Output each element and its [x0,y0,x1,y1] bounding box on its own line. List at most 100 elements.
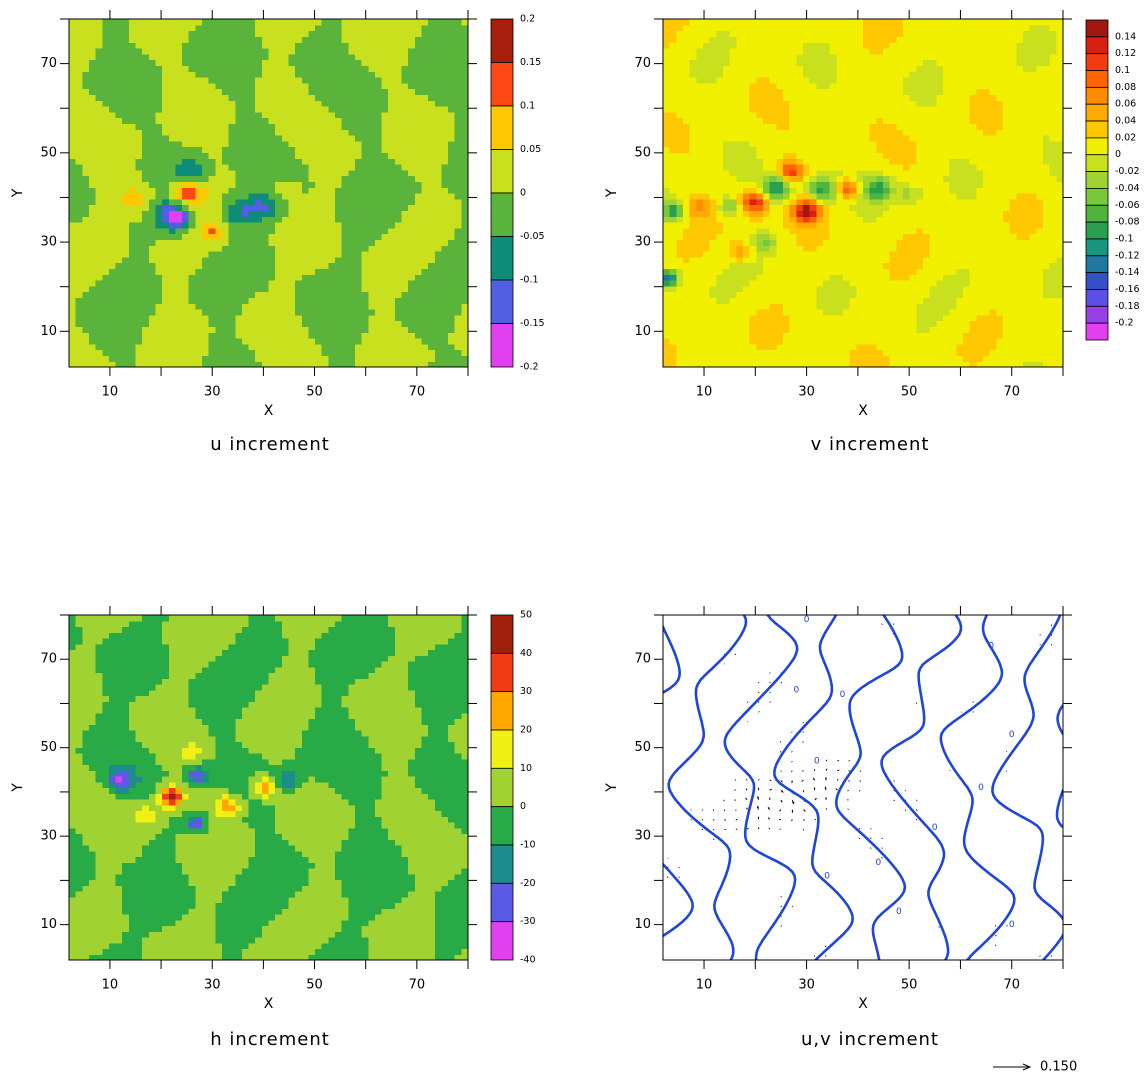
field-cell [162,245,170,252]
field-cell [142,320,150,327]
field-cell [148,268,157,275]
field-cell [308,77,316,84]
field-cell [308,88,316,95]
field-cell [689,262,697,269]
field-cell [729,71,737,78]
field-cell [221,123,230,130]
field-cell [803,280,811,287]
field-cell [75,274,83,281]
field-cell [703,193,711,200]
field-cell [736,36,744,43]
field-cell [749,42,757,49]
field-cell [228,280,236,287]
field-cell [341,285,349,293]
field-cell [689,280,697,287]
field-cell [796,338,804,345]
field-cell [763,48,771,55]
field-cell [275,262,283,269]
field-cell [368,24,376,32]
field-cell [769,285,777,293]
field-cell [723,42,731,49]
field-cell [255,117,263,124]
field-cell [348,262,356,269]
field-cell [783,314,791,322]
field-cell [108,338,117,345]
field-cell [388,117,396,124]
field-cell [789,285,797,293]
field-cell [783,30,791,37]
field-cell [434,24,442,32]
field-cell [88,303,97,310]
field-cell [421,256,429,264]
field-cell [783,140,791,148]
field-cell [341,193,349,200]
field-cell [796,355,804,362]
field-cell [696,227,704,235]
field-cell [796,65,804,72]
field-cell [756,146,764,153]
field-cell [335,100,343,107]
field-cell [295,349,303,356]
field-cell [182,233,190,240]
field-cell [115,256,123,264]
field-cell [743,117,751,124]
field-cell [102,198,110,206]
field-cell [401,48,409,55]
field-cell [354,117,363,124]
field-cell [122,227,130,235]
field-cell [268,65,276,72]
field-cell [769,320,777,327]
field-cell [328,152,336,159]
field-cell [729,77,737,84]
field-cell [809,338,817,345]
field-cell [723,355,731,362]
field-cell [122,222,130,229]
field-cell [689,343,697,351]
field-cell [663,262,671,269]
field-cell [354,65,363,72]
field-cell [128,19,137,26]
field-cell [268,146,276,153]
field-cell [248,198,256,206]
field-cell [195,158,203,165]
field-cell [288,42,296,49]
field-cell [142,111,150,119]
field-cell [683,187,691,194]
field-cell [228,94,236,101]
field-cell [281,193,290,200]
field-cell [162,146,170,153]
field-cell [789,152,797,159]
field-cell [102,48,110,55]
field-cell [729,111,737,119]
field-cell [102,164,110,171]
field-cell [268,297,276,304]
field-cell [421,245,429,252]
field-cell [248,94,256,101]
field-cell [255,303,263,310]
field-cell [414,24,423,32]
field-cell [454,314,462,322]
field-cell [361,158,369,165]
field-cell [749,332,757,339]
field-cell [669,24,677,32]
field-cell [368,77,376,84]
field-cell [341,169,349,177]
field-cell [175,129,183,136]
field-cell [789,94,797,101]
field-cell [689,106,697,113]
field-cell [261,135,270,142]
field-cell [235,222,243,229]
field-cell [288,291,296,298]
field-cell [401,53,409,61]
field-cell [388,274,396,281]
field-cell [683,204,691,211]
field-cell [776,175,784,182]
field-cell [348,82,356,90]
field-cell [288,256,296,264]
field-cell [248,123,256,130]
field-cell [703,129,711,136]
field-cell [195,361,203,367]
field-cell [168,198,176,206]
field-cell [69,169,77,177]
field-cell [448,48,456,55]
